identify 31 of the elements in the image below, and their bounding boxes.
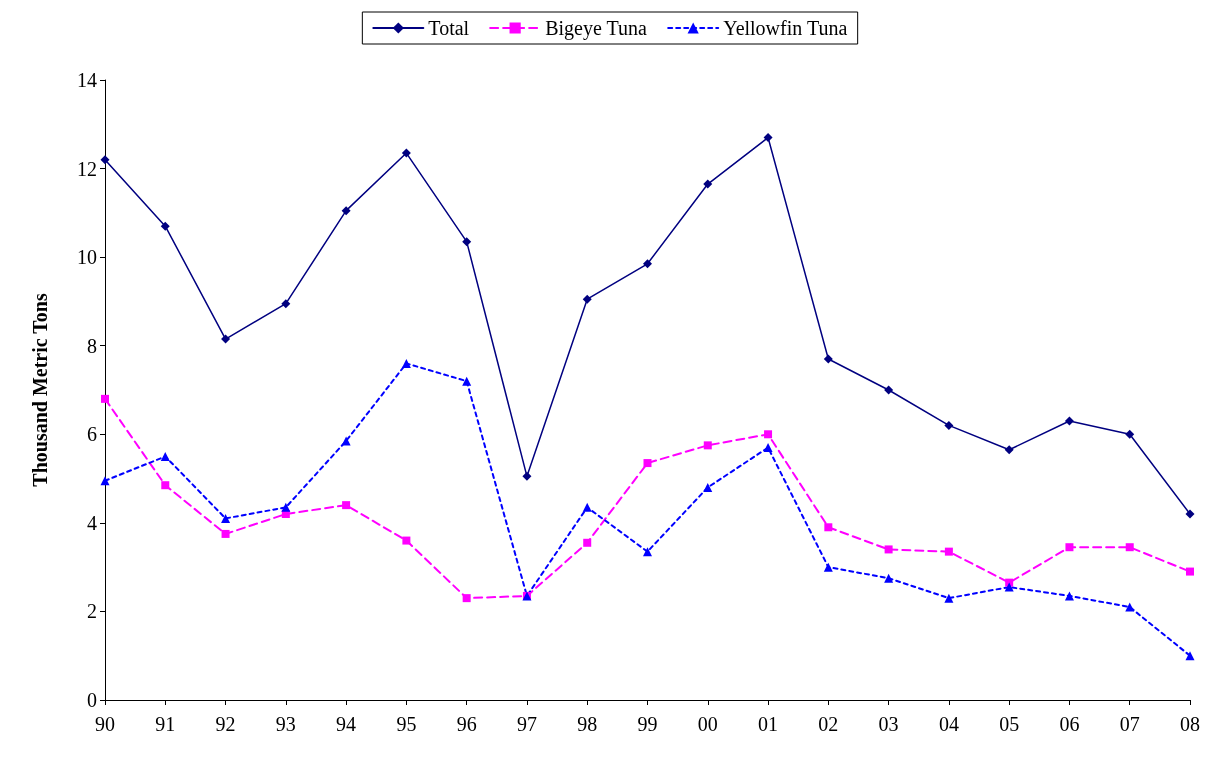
x-tick-label: 05 bbox=[999, 713, 1020, 735]
x-tick-label: 00 bbox=[697, 713, 718, 735]
legend-label: Total bbox=[428, 17, 470, 39]
x-tick-label: 99 bbox=[637, 713, 658, 735]
y-tick-label: 10 bbox=[77, 246, 97, 269]
y-tick-label: 0 bbox=[87, 689, 97, 711]
x-tick-label: 91 bbox=[155, 713, 176, 735]
x-tick-label: 07 bbox=[1119, 713, 1140, 735]
x-tick-label: 98 bbox=[577, 713, 598, 735]
x-tick-label: 94 bbox=[336, 713, 357, 735]
x-tick-label: 06 bbox=[1059, 713, 1080, 735]
legend-label: Bigeye Tuna bbox=[545, 17, 647, 40]
y-tick-label: 2 bbox=[87, 600, 97, 623]
x-tick-label: 93 bbox=[275, 713, 296, 735]
x-tick-label: 95 bbox=[396, 713, 417, 735]
x-tick-label: 92 bbox=[215, 713, 236, 735]
x-tick-label: 97 bbox=[516, 713, 537, 735]
x-tick-label: 04 bbox=[938, 713, 959, 735]
y-tick-label: 8 bbox=[87, 334, 97, 357]
x-tick-label: 90 bbox=[95, 713, 115, 735]
y-tick-label: 12 bbox=[77, 157, 97, 180]
x-tick-label: 02 bbox=[818, 713, 839, 735]
y-axis-title: Thousand Metric Tons bbox=[29, 293, 51, 487]
legend-label: Yellowfin Tuna bbox=[723, 17, 848, 39]
x-tick-label: 96 bbox=[456, 713, 477, 735]
y-tick-label: 14 bbox=[77, 69, 97, 91]
y-tick-label: 6 bbox=[87, 423, 97, 446]
x-tick-label: 08 bbox=[1180, 713, 1200, 735]
x-tick-label: 03 bbox=[878, 713, 899, 735]
x-tick-label: 01 bbox=[758, 713, 779, 735]
y-tick-label: 4 bbox=[87, 511, 97, 534]
